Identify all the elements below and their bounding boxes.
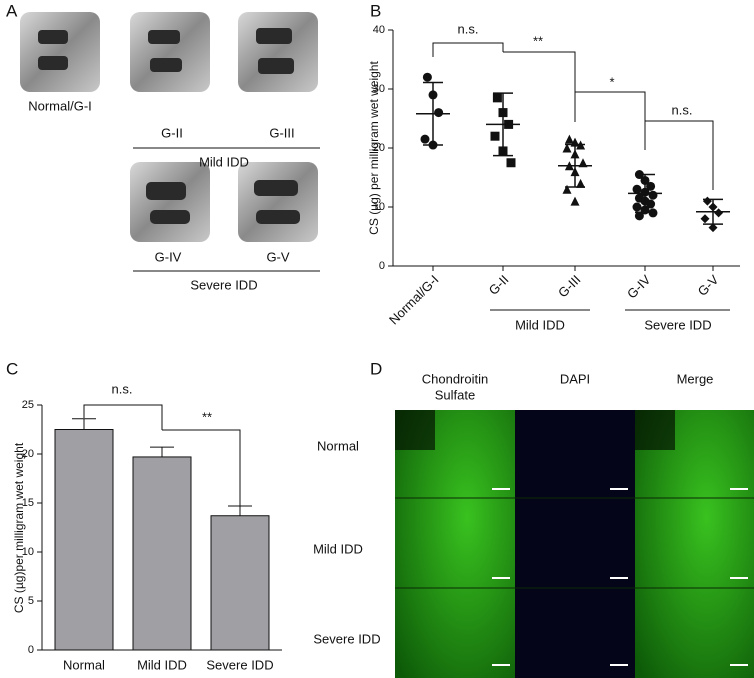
data-point <box>648 190 658 200</box>
y-tick-label: 30 <box>373 83 385 95</box>
row-header: Severe IDD <box>313 631 380 646</box>
panel-label: D <box>370 359 382 378</box>
y-tick-label: 20 <box>22 448 34 460</box>
mri-image <box>130 12 210 92</box>
data-point <box>506 158 516 168</box>
x-tick-label: Normal <box>63 657 105 672</box>
data-point <box>632 202 642 212</box>
y-tick-label: 0 <box>28 644 34 656</box>
bar <box>210 515 270 651</box>
data-point <box>702 196 712 206</box>
data-point <box>646 181 656 191</box>
significance-bracket <box>162 429 241 512</box>
data-point <box>492 93 502 103</box>
x-tick-label: Normal/G-I <box>386 272 442 328</box>
group-label: Severe IDD <box>644 317 711 332</box>
data-point <box>714 208 724 218</box>
data-point <box>420 134 430 144</box>
x-tick-label: G-II <box>486 272 512 298</box>
data-point <box>422 72 432 82</box>
data-point <box>634 211 644 221</box>
dark-region <box>395 410 435 450</box>
x-tick-label: Mild IDD <box>137 657 187 672</box>
y-tick-label: 5 <box>28 595 34 607</box>
significance-label: * <box>609 74 614 89</box>
column-header: Merge <box>677 371 714 386</box>
significance-bracket <box>83 404 163 430</box>
grade-label: Normal/G-I <box>28 98 92 113</box>
x-tick-label: Severe IDD <box>206 657 273 672</box>
significance-label: ** <box>533 33 543 48</box>
data-point <box>646 199 656 209</box>
vertebra-shading <box>38 28 300 224</box>
y-tick-label: 0 <box>379 260 385 272</box>
y-tick-label: 10 <box>373 201 385 213</box>
significance-bracket <box>432 42 504 57</box>
bar <box>54 429 114 651</box>
data-point <box>564 134 574 144</box>
significance-bracket <box>503 51 576 122</box>
data-point <box>562 184 572 194</box>
grade-label: G-V <box>266 249 289 264</box>
row-header: Normal <box>317 438 359 453</box>
y-tick-label: 10 <box>22 546 34 558</box>
group-label: Mild IDD <box>515 317 565 332</box>
significance-label: ** <box>202 409 212 424</box>
fluorescence-image <box>395 410 515 678</box>
y-tick-label: 25 <box>22 399 34 411</box>
dark-region <box>635 410 675 450</box>
grade-label: G-II <box>161 125 183 140</box>
data-point <box>700 214 710 224</box>
group-label: Severe IDD <box>190 277 257 292</box>
mri-image <box>238 12 318 92</box>
data-point <box>708 223 718 233</box>
fluorescence-image <box>635 410 754 678</box>
y-tick-label: 15 <box>22 497 34 509</box>
scale-bars <box>492 488 748 666</box>
data-point <box>434 108 444 118</box>
significance-label: n.s. <box>458 21 479 36</box>
group-label: Mild IDD <box>199 154 249 169</box>
row-header: Mild IDD <box>313 541 363 556</box>
data-point <box>576 178 586 188</box>
panel-label: C <box>6 359 18 378</box>
column-header: Sulfate <box>435 387 475 402</box>
grade-label: G-III <box>269 125 294 140</box>
mri-image <box>238 162 318 242</box>
y-tick-label: 20 <box>373 142 385 154</box>
y-axis-label: CS (µg)per milligram wet weight <box>12 442 26 613</box>
data-point <box>570 196 580 206</box>
panel-labels: A B C D <box>6 1 382 378</box>
column-header: Chondroitin <box>422 371 489 386</box>
significance-bracket <box>645 120 714 190</box>
panel-a: Normal/G-I G-II G-III Mild IDD G-IV G-V … <box>20 12 320 292</box>
grade-label: G-IV <box>155 249 182 264</box>
fluorescence-image <box>515 410 635 678</box>
significance-bracket <box>575 91 646 150</box>
data-point <box>562 143 572 153</box>
significance-label: n.s. <box>672 102 693 117</box>
y-axis-label: CS (µg) per milligram wet weight <box>367 61 381 235</box>
mri-image <box>20 12 100 92</box>
y-tick-label: 40 <box>373 24 385 36</box>
panel-label: A <box>6 1 18 20</box>
column-header: DAPI <box>560 371 590 386</box>
data-point <box>490 131 500 141</box>
mri-image <box>130 162 210 242</box>
x-tick-label: G-IV <box>624 272 654 302</box>
significance-label: n.s. <box>112 381 133 396</box>
x-tick-label: G-V <box>695 272 722 299</box>
panel-label: B <box>370 1 381 20</box>
panel-d: Chondroitin Sulfate DAPI Merge Normal Mi… <box>313 371 754 678</box>
x-tick-label: G-III <box>555 272 583 300</box>
data-point <box>632 184 642 194</box>
bar <box>132 456 192 651</box>
